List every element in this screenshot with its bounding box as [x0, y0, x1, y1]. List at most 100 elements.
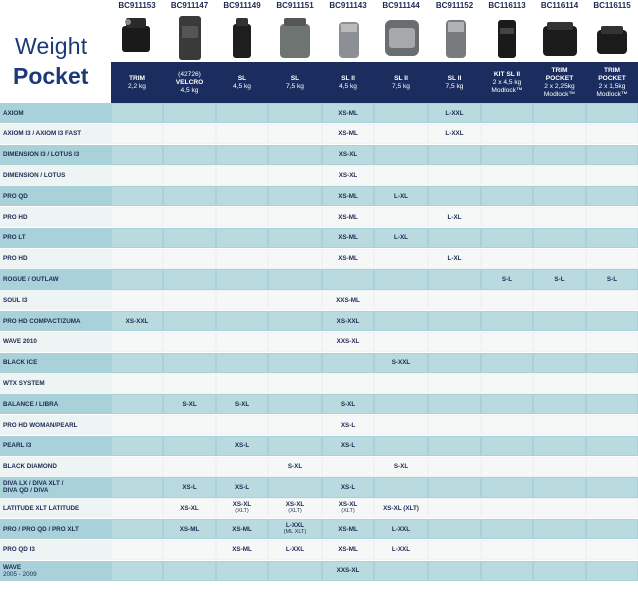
- column-header-line: TRIM: [551, 66, 568, 74]
- compat-cell: XS-ML: [217, 540, 267, 559]
- row-label: PEARL I3: [0, 436, 111, 456]
- table-row: WAVE 2010 XXS-XL: [0, 331, 638, 352]
- compat-cell: [112, 561, 162, 580]
- column-header: SL 4,5 kg: [216, 62, 268, 103]
- compat-cell: [534, 457, 585, 476]
- row-label-line: LATITUDE XLT LATITUDE: [3, 504, 80, 512]
- compat-cell: [375, 291, 427, 310]
- column-header-line: VELCRO: [175, 78, 204, 86]
- compat-cell: [164, 353, 215, 372]
- size-range: XS-ML: [338, 255, 358, 263]
- column-header-line: TRIM: [603, 66, 621, 74]
- compat-cell: [429, 187, 480, 206]
- compat-cell: [112, 166, 162, 185]
- compat-cell: [269, 208, 321, 227]
- compat-cell: XS-XL: [323, 166, 373, 185]
- compat-cell: [112, 208, 162, 227]
- column-header: SL II 7,5 kg: [374, 62, 428, 103]
- size-range: S-XL: [287, 463, 303, 471]
- compat-cell: [269, 166, 321, 185]
- row-label-line: PRO HD WOMAN/PEARL: [3, 421, 78, 429]
- compat-cell: [269, 561, 321, 580]
- size-range: XS-ML: [338, 546, 358, 554]
- row-label-line: PEARL I3: [3, 442, 32, 450]
- compat-cell: XS-ML: [323, 228, 373, 247]
- size-note: (XLT): [235, 508, 249, 515]
- compat-cell: [429, 499, 480, 518]
- compat-cell: [482, 145, 532, 164]
- row-label-line: WAVE: [3, 563, 22, 571]
- table-row: PRO HD XS-ML L-XL: [0, 248, 638, 269]
- product-code: BC911147: [170, 1, 209, 10]
- compat-cell: XS-ML: [164, 520, 215, 539]
- compat-cell: [534, 228, 585, 247]
- column-header: TRIM POCKET 2 x 2,25kg Modlock™: [533, 62, 586, 103]
- compat-cell: [164, 187, 215, 206]
- row-label-line: SOUL I3: [3, 296, 28, 304]
- compat-cell: [112, 270, 162, 289]
- table-row: PEARL I3 XS-L XS-L: [0, 435, 638, 456]
- size-range: L-XXL: [445, 130, 464, 138]
- row-label-line: DIVA QD / DIVA: [3, 487, 49, 495]
- compat-cell: [587, 104, 637, 123]
- size-range: S-XL: [182, 400, 197, 408]
- compat-cell: [429, 436, 480, 455]
- compat-cell: L-XXL: [429, 104, 480, 123]
- compat-cell: [587, 312, 637, 331]
- size-range: L-XL: [447, 255, 462, 263]
- compat-cell: [587, 353, 637, 372]
- compat-cell: [269, 104, 321, 123]
- compat-cell: XS-XL (XLT): [217, 499, 267, 518]
- column-header-line: POCKET: [598, 74, 626, 82]
- table-row: PRO QD I3 XS-ML L-XXL XS-ML L-XXL: [0, 539, 638, 560]
- row-label: PRO / PRO QD / PRO XLT: [0, 519, 111, 539]
- compat-cell: [375, 416, 427, 435]
- compat-cell: [482, 457, 532, 476]
- compat-cell: [534, 332, 585, 351]
- compat-cell: [269, 416, 321, 435]
- compat-cell: XXS-XL: [323, 332, 373, 351]
- compat-cell: [375, 332, 427, 351]
- compat-cell: [112, 249, 162, 268]
- compat-cell: [164, 249, 215, 268]
- compat-cell: [429, 416, 480, 435]
- compat-cell: S-XL: [164, 395, 215, 414]
- compat-cell: [217, 124, 267, 143]
- compat-cell: [375, 145, 427, 164]
- compat-cell: [217, 187, 267, 206]
- compat-cell: XS-ML: [217, 520, 267, 539]
- size-range: L-XL: [394, 192, 408, 200]
- row-label-line: BALANCE / LIBRA: [3, 400, 59, 408]
- compat-cell: XS-L: [323, 436, 373, 455]
- compat-cell: [164, 540, 215, 559]
- row-label-line: PRO HD COMPACT/ZUMA: [3, 317, 81, 325]
- compat-cell: [534, 374, 585, 393]
- compat-cell: [534, 291, 585, 310]
- compat-cell: [112, 499, 162, 518]
- compat-cell: [429, 520, 480, 539]
- compat-cell: [112, 145, 162, 164]
- compat-cell: [534, 104, 585, 123]
- column-header: SL II 7,5 kg: [428, 62, 481, 103]
- table-row: WTX SYSTEM: [0, 373, 638, 394]
- compat-cell: [534, 499, 585, 518]
- row-label-line: ROGUE / OUTLAW: [3, 275, 59, 283]
- compat-cell: [429, 332, 480, 351]
- product-code: BC911153: [118, 1, 156, 10]
- row-label-line: WAVE 2010: [3, 338, 37, 346]
- row-label-line: PRO QD: [3, 192, 28, 200]
- size-range: XS-L: [234, 442, 250, 450]
- table-row: BLACK DIAMOND S-XL S-XL: [0, 456, 638, 477]
- compat-cell: [112, 332, 162, 351]
- row-label: DIVA LX / DIVA XLT / DIVA QD / DIVA: [0, 477, 111, 497]
- compat-cell: [587, 561, 637, 580]
- size-range: XS-XL: [338, 171, 358, 179]
- trim-pocket-modlock-icon: [539, 12, 581, 67]
- row-label-line: AXIOM: [3, 109, 24, 117]
- compat-cell: [323, 270, 373, 289]
- compat-cell: [587, 166, 637, 185]
- row-label-line: 2005 - 2009: [3, 570, 37, 578]
- compat-cell: [323, 374, 373, 393]
- size-range: XS-L: [340, 483, 356, 491]
- sl-pocket-icon: [221, 12, 263, 67]
